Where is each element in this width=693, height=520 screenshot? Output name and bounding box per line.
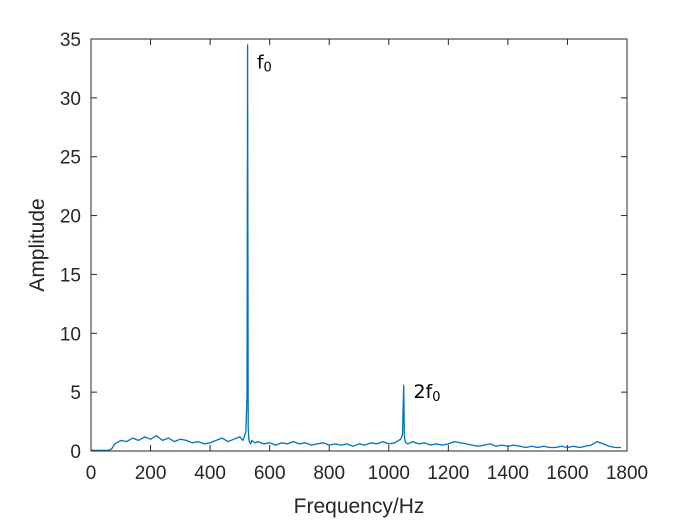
x-tick-label: 200 [135, 463, 167, 484]
spectrum-line-series [91, 44, 621, 452]
plot-area-frame [90, 38, 628, 452]
peak-annotation-subscript: 0 [264, 60, 272, 75]
x-axis-title: Frequency/Hz [294, 495, 425, 518]
x-tick-label: 800 [313, 463, 345, 484]
series-layer [91, 44, 621, 452]
peak-annotation-base: 2f [413, 381, 433, 403]
y-tick-label: 10 [60, 324, 81, 345]
peak-annotation: 2f0 [413, 381, 440, 405]
y-tick-label: 0 [70, 442, 81, 463]
y-tick-label: 35 [60, 30, 81, 51]
y-tick-label: 15 [60, 265, 81, 286]
x-tick-label: 600 [254, 463, 286, 484]
x-tick-label: 1600 [546, 463, 588, 484]
peak-annotation: f0 [257, 51, 272, 75]
tick-label-layer: 0 200 400 600 800 1000 1200 1400 1600 18000510152… [60, 30, 648, 484]
x-tick-label: 1800 [606, 463, 648, 484]
y-tick-label: 5 [70, 383, 81, 404]
x-tick-label: 1200 [427, 463, 469, 484]
x-tick-label: 0 [86, 463, 97, 484]
y-tick-label: 20 [60, 207, 81, 228]
y-tick-label: 25 [60, 148, 81, 169]
peak-annotation-base: f [257, 51, 265, 73]
tick-layer [90, 38, 628, 452]
y-tick-label: 30 [60, 89, 81, 110]
x-tick-label: 1400 [487, 463, 529, 484]
peak-annotation-subscript: 0 [432, 390, 440, 405]
y-axis-title: Amplitude [26, 198, 49, 291]
x-tick-label: 1000 [368, 463, 410, 484]
x-tick-label: 400 [194, 463, 226, 484]
